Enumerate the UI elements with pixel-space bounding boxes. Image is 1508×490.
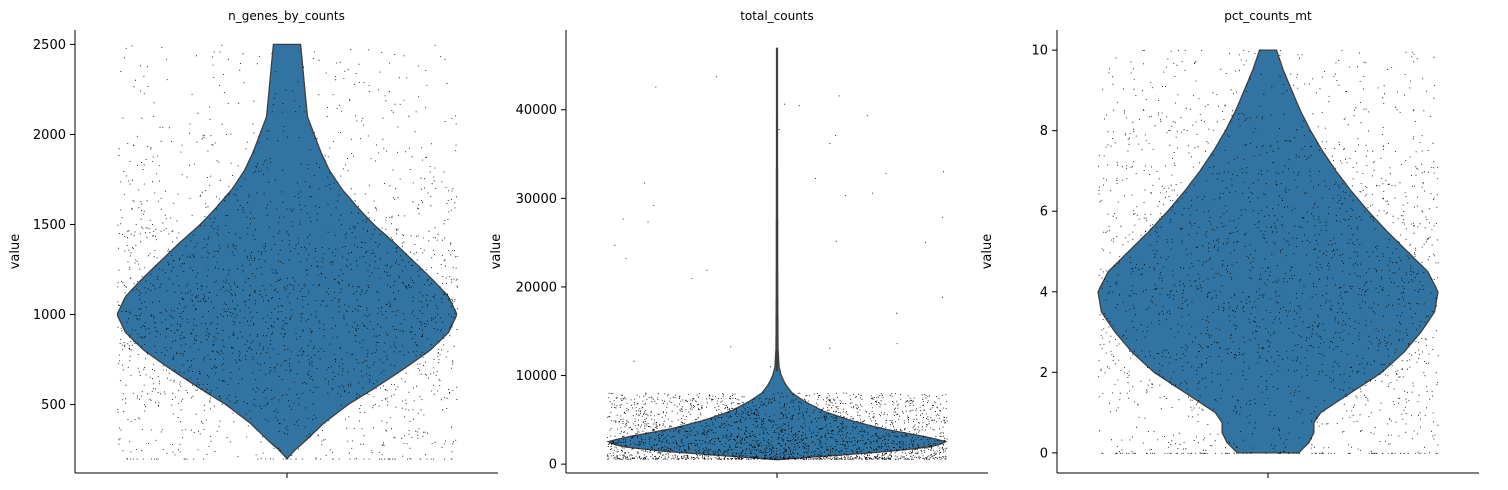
panel-title: n_genes_by_counts bbox=[228, 9, 345, 23]
y-axis-label: value bbox=[8, 234, 23, 270]
y-tick-label: 20000 bbox=[516, 280, 557, 295]
violin-panel-n-genes: n_genes_by_counts value 500 1000 1500 2000 2… bbox=[8, 9, 498, 478]
violin-panel-pct-mt: pct_counts_mt value 0 2 4 6 8 10 bbox=[980, 9, 1479, 478]
y-tick-label: 1000 bbox=[33, 308, 66, 323]
y-axis-label: value bbox=[489, 234, 504, 270]
y-tick-label: 40000 bbox=[516, 103, 557, 118]
y-axis-label: value bbox=[980, 234, 995, 270]
y-tick-label: 0 bbox=[549, 458, 557, 473]
y-tick-label: 4 bbox=[1040, 285, 1048, 300]
y-tick-label: 2500 bbox=[33, 38, 66, 53]
y-tick-label: 8 bbox=[1040, 124, 1048, 139]
violin-body bbox=[1097, 49, 1439, 454]
panel-title: total_counts bbox=[740, 9, 814, 23]
violin-panel-total-counts: total_counts value 0 10000 20000 30000 40000 bbox=[489, 9, 988, 478]
jitter-dots bbox=[607, 76, 948, 460]
y-tick-label: 10000 bbox=[516, 369, 557, 384]
y-tick-label: 2000 bbox=[33, 128, 66, 143]
violin-body bbox=[116, 43, 458, 460]
y-tick-label: 30000 bbox=[516, 192, 557, 207]
y-tick-label: 500 bbox=[41, 398, 66, 413]
y-tick-label: 6 bbox=[1040, 205, 1048, 220]
y-tick-label: 1500 bbox=[33, 218, 66, 233]
y-tick-label: 0 bbox=[1040, 446, 1048, 461]
panel-title: pct_counts_mt bbox=[1224, 9, 1312, 23]
jitter-points bbox=[607, 76, 948, 460]
y-tick-label: 10 bbox=[1031, 44, 1048, 59]
y-tick-label: 2 bbox=[1040, 366, 1048, 381]
